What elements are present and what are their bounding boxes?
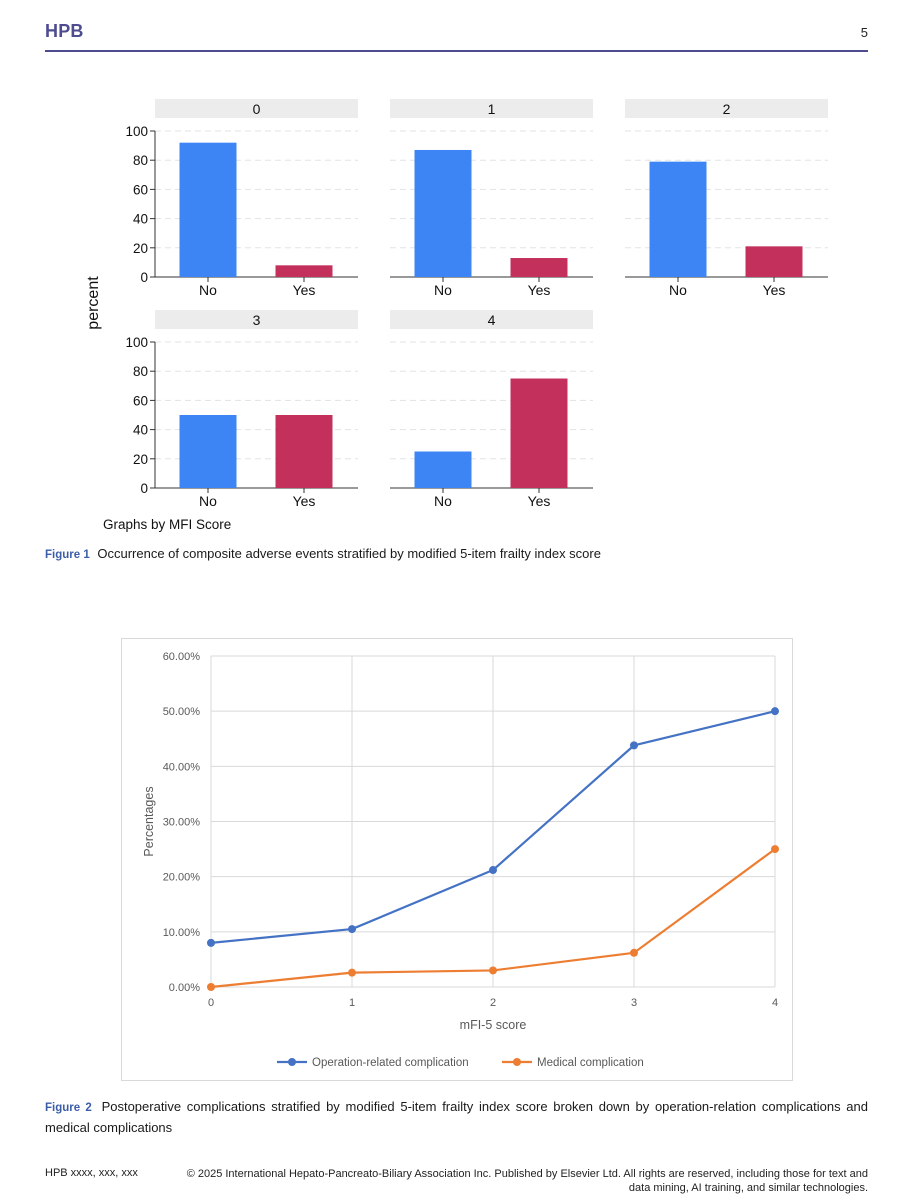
figure-1-caption-text: Occurrence of composite adverse events s… — [97, 546, 601, 561]
panel-strip — [390, 99, 593, 118]
x-tick-label: Yes — [293, 282, 316, 298]
bar-yes — [275, 415, 333, 488]
y-tick-label: 30.00% — [163, 817, 201, 829]
y-tick-label: 20.00% — [163, 872, 201, 884]
bar-no — [179, 142, 237, 277]
legend-swatch-marker — [513, 1058, 521, 1066]
journal-name: HPB — [45, 21, 84, 41]
bar-no — [414, 451, 472, 488]
bar-yes — [510, 258, 568, 277]
page-number: 5 — [860, 25, 868, 40]
figure-1-label: Figure 1 — [45, 549, 90, 561]
x-tick-label: No — [434, 493, 452, 509]
data-point — [630, 948, 638, 957]
legend-label: Operation-related complication — [312, 1057, 469, 1069]
y-axis-label: percent — [85, 276, 102, 330]
data-point — [771, 845, 779, 854]
y-tick-label: 20 — [133, 241, 148, 256]
series-1 — [207, 845, 779, 991]
figure-1-caption: Figure 1 Occurrence of composite adverse… — [45, 544, 868, 565]
data-point — [630, 741, 638, 750]
footer-copyright: © 2025 International Hepato-Pancreato-Bi… — [186, 1168, 868, 1194]
figure-note: Graphs by MFI Score — [103, 517, 231, 532]
bar-panel-0: 0 0 20 40 60 80 100 No Yes — [125, 99, 358, 298]
data-point — [207, 983, 215, 991]
y-tick-label: 0 — [140, 481, 148, 496]
y-tick-label: 50.00% — [163, 706, 201, 718]
x-tick-label: 1 — [349, 997, 355, 1009]
panel-title: 4 — [488, 312, 496, 328]
x-tick-label: No — [199, 282, 217, 298]
data-point — [771, 707, 779, 716]
bar-no — [179, 415, 237, 488]
y-tick-label: 80 — [133, 153, 148, 168]
data-point — [207, 938, 215, 947]
y-tick-label: 20 — [133, 452, 148, 467]
panel-strip — [390, 310, 593, 329]
bar-no — [414, 149, 472, 277]
figure-2-frame: 0.00% 10.00% 20.00% 30.00% 40.00% 50.00% 60.00… — [121, 638, 793, 1081]
legend-swatch-marker — [288, 1058, 296, 1066]
y-tick-label: 0.00% — [169, 982, 200, 994]
y-tick-label: 60.00% — [163, 651, 201, 663]
legend-item: Medical complication — [502, 1057, 644, 1069]
series-0 — [207, 707, 779, 947]
figure-2-caption: Figure 2 Postoperative complications str… — [45, 1097, 868, 1137]
x-tick-label: Yes — [528, 493, 551, 509]
figure-2-label: Figure 2 — [45, 1102, 92, 1114]
data-point — [348, 925, 356, 934]
x-tick-label: No — [434, 282, 452, 298]
x-axis-label: mFI-5 score — [460, 1018, 527, 1032]
x-tick-label: No — [669, 282, 687, 298]
x-tick-label: 4 — [772, 997, 778, 1009]
bar-panel-2: 2 No Yes — [625, 99, 828, 298]
y-tick-label: 40 — [133, 212, 148, 227]
panel-title: 0 — [253, 101, 261, 117]
panel-strip — [155, 310, 358, 329]
data-point — [348, 968, 356, 977]
y-tick-label: 80 — [133, 364, 148, 379]
x-tick-label: No — [199, 493, 217, 509]
x-tick-label: 0 — [208, 997, 214, 1009]
legend-item: Operation-related complication — [277, 1057, 469, 1069]
panel-strip — [625, 99, 828, 118]
panel-strip — [155, 99, 358, 118]
x-tick-label: Yes — [293, 493, 316, 509]
x-tick-label: 2 — [490, 997, 496, 1009]
footer-citation: HPB xxxx, xxx, xxx — [45, 1167, 138, 1179]
bar-panel-3: 3 0 20 40 60 80 100 No Yes — [125, 310, 358, 509]
figure-1-bar-charts: 0 0 20 40 60 80 100 No Yes 1 No Yes 2 No Yes 3 0 20 40 60 80… — [85, 99, 828, 532]
bar-yes — [275, 265, 333, 277]
panel-title: 1 — [488, 101, 496, 117]
y-tick-label: 0 — [140, 270, 148, 285]
y-tick-label: 40 — [133, 423, 148, 438]
data-point — [489, 866, 497, 875]
x-tick-label: Yes — [763, 282, 786, 298]
figure-2-line-chart: 0.00% 10.00% 20.00% 30.00% 40.00% 50.00% 60.00… — [142, 651, 779, 1069]
x-tick-label: 3 — [631, 997, 637, 1009]
figure-2-caption-text: Postoperative complications stratified b… — [45, 1099, 868, 1135]
x-tick-label: Yes — [528, 282, 551, 298]
bar-no — [649, 161, 707, 277]
bar-yes — [745, 246, 803, 277]
bar-panel-1: 1 No Yes — [390, 99, 593, 298]
data-point — [489, 966, 497, 975]
y-tick-label: 10.00% — [163, 927, 201, 939]
y-tick-label: 40.00% — [163, 761, 201, 773]
bar-panel-4: 4 No Yes — [390, 310, 593, 509]
y-tick-label: 100 — [125, 124, 148, 139]
y-tick-label: 60 — [133, 393, 148, 408]
header-rule — [45, 50, 868, 52]
legend-label: Medical complication — [537, 1057, 644, 1069]
bar-yes — [510, 378, 568, 488]
y-tick-label: 100 — [125, 335, 148, 350]
y-tick-label: 60 — [133, 182, 148, 197]
panel-title: 3 — [253, 312, 261, 328]
y-axis-label: Percentages — [142, 786, 156, 856]
panel-title: 2 — [723, 101, 731, 117]
